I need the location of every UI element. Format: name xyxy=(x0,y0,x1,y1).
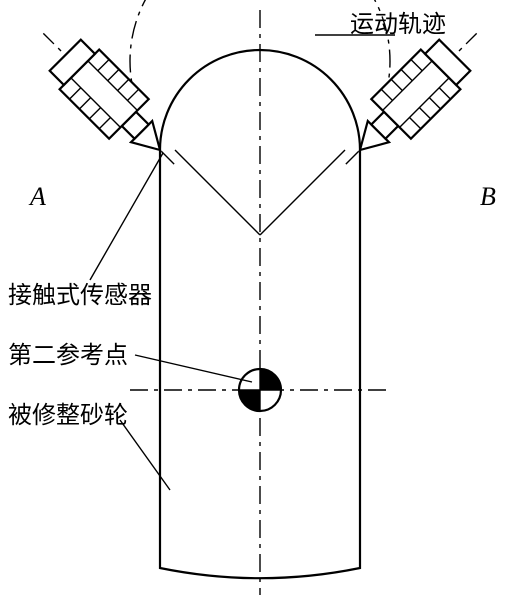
label-trajectory: 运动轨迹 xyxy=(350,12,446,38)
contact-sensor-A xyxy=(24,14,194,184)
label-ref-point: 第二参考点 xyxy=(8,343,128,369)
label-A: A xyxy=(30,183,46,212)
label-B: B xyxy=(480,183,496,212)
leader-contact-sensor xyxy=(90,153,163,280)
contact-sensor-B xyxy=(326,14,496,184)
label-contact-sensor: 接触式传感器 xyxy=(8,283,152,309)
label-wheel: 被修整砂轮 xyxy=(8,403,128,429)
